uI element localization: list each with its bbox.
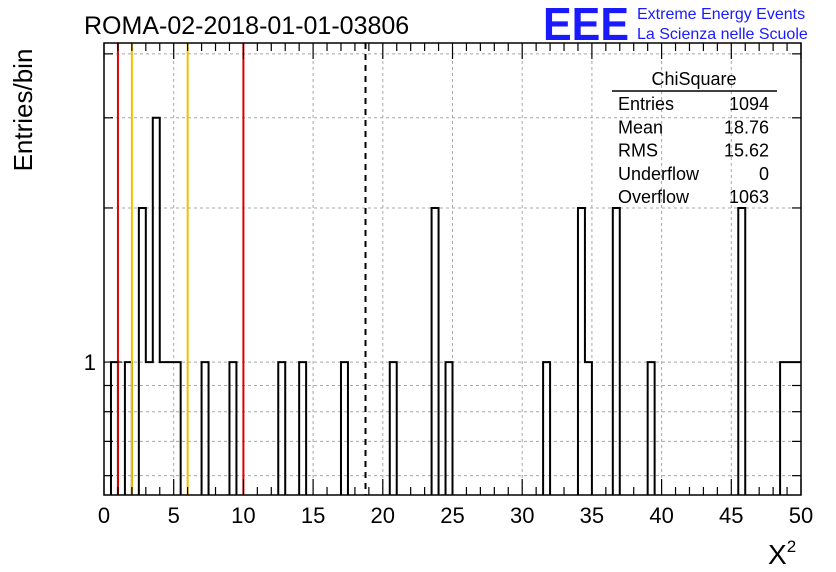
stats-value: 15.62: [724, 141, 769, 161]
x-tick-label: 45: [719, 503, 743, 528]
stats-box: ChiSquare Entries 1094 Mean 18.76 RMS 15.62 Un…: [612, 69, 777, 207]
x-tick-label: 35: [580, 503, 604, 528]
x-tick-label: 30: [510, 503, 534, 528]
stats-label: Entries: [618, 94, 674, 114]
stats-label: Underflow: [618, 164, 700, 184]
y-tick-label: 1: [84, 350, 96, 375]
x-tick-label: 20: [371, 503, 395, 528]
x-tick-label: 25: [440, 503, 464, 528]
x-tick-label: 5: [168, 503, 180, 528]
x-tick-label: 10: [231, 503, 255, 528]
x-tick-label: 50: [789, 503, 813, 528]
x-tick-label: 40: [649, 503, 673, 528]
stats-label: Overflow: [618, 187, 690, 207]
stats-value: 18.76: [724, 117, 769, 137]
stats-value: 1094: [729, 94, 769, 114]
eee-logo-line1: Extreme Energy Events: [637, 6, 805, 23]
x-axis-label-superscript: 2: [787, 537, 796, 556]
y-axis-label: Entries/bin: [8, 49, 38, 172]
stats-label: RMS: [618, 141, 658, 161]
reference-lines: [116, 43, 367, 495]
histogram-line: [109, 116, 801, 495]
eee-logo-mark: EEE: [543, 0, 629, 50]
x-axis-label-base: X: [768, 539, 787, 570]
axis-ticks: 0 5 10 15 20 25 30 35 40 45 50 1: [84, 43, 813, 528]
stats-label: Mean: [618, 117, 663, 137]
stats-title: ChiSquare: [651, 69, 736, 89]
chart-title: ROMA-02-2018-01-01-03806: [84, 12, 409, 40]
stats-value: 0: [759, 164, 769, 184]
stats-value: 1063: [729, 187, 769, 207]
x-tick-label: 15: [301, 503, 325, 528]
eee-logo-line2: La Scienza nelle Scuole: [637, 26, 808, 43]
histogram-outline: [109, 116, 801, 495]
x-axis-label: X2: [768, 537, 796, 570]
x-tick-label: 0: [98, 503, 110, 528]
eee-logo: EEE Extreme Energy Events La Scienza nel…: [543, 0, 808, 50]
